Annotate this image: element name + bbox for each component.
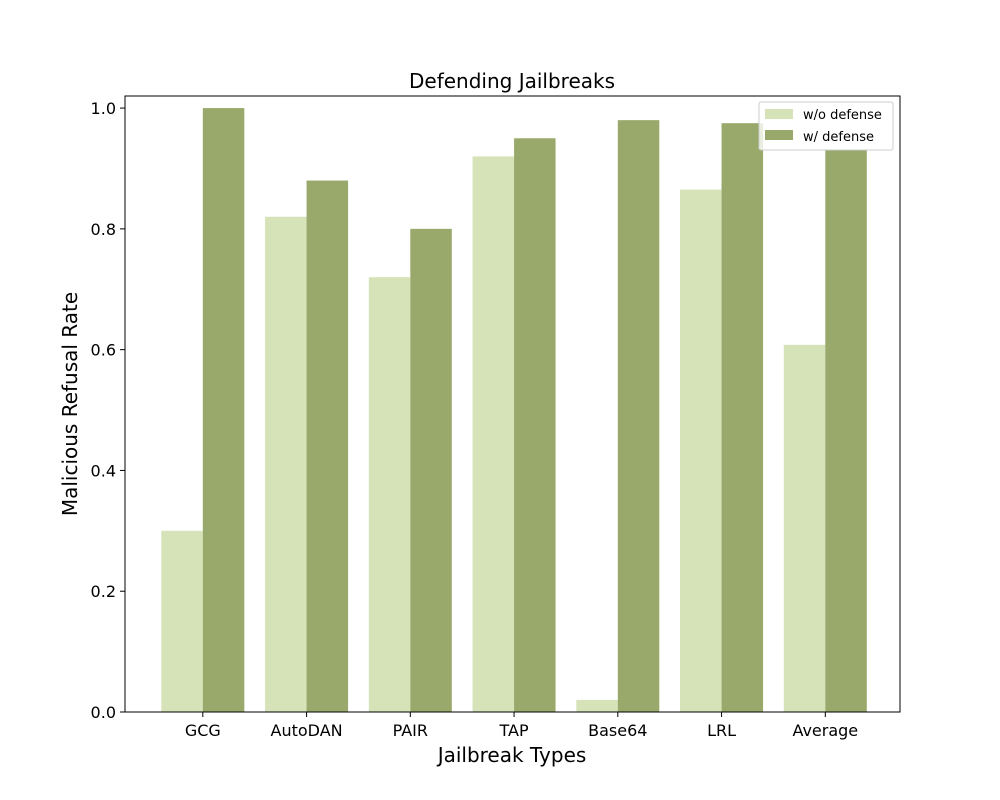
x-axis: GCG AutoDAN PAIR TAP Base64 LRL Average bbox=[185, 712, 858, 740]
bar-w-o-defense-pair bbox=[368, 277, 411, 712]
bar-w-defense-pair bbox=[410, 228, 452, 713]
y-tick-label-0-2: 0.2 bbox=[91, 582, 116, 601]
bar-w-o-defense-tap bbox=[472, 156, 515, 712]
bar-w-defense-gcg bbox=[202, 108, 245, 712]
x-tick-label-lrl: LRL bbox=[707, 721, 736, 740]
bar-w-o-defense-base64 bbox=[576, 699, 618, 712]
legend: w/o defense w/ defense bbox=[758, 101, 894, 151]
x-axis-title: Jailbreak Types bbox=[436, 743, 587, 767]
bar-w-defense-average bbox=[825, 150, 867, 713]
x-tick-label-average: Average bbox=[792, 721, 858, 740]
legend-swatch-wo-defense bbox=[765, 109, 793, 119]
y-tick-label-0-0: 0.0 bbox=[91, 703, 116, 722]
y-axis: 0.0 0.2 0.4 0.6 0.8 1.0 bbox=[91, 99, 125, 722]
x-tick-label-autodan: AutoDAN bbox=[271, 721, 343, 740]
x-tick-label-tap: TAP bbox=[498, 721, 528, 740]
x-tick-label-base64: Base64 bbox=[588, 721, 647, 740]
y-tick-label-0-4: 0.4 bbox=[91, 461, 116, 480]
legend-swatch-w-defense bbox=[765, 130, 793, 140]
bar-w-defense-base64 bbox=[617, 120, 660, 712]
bar-w-o-defense-autodan bbox=[265, 216, 307, 712]
bars-group bbox=[161, 108, 867, 713]
bar-w-defense-tap bbox=[514, 138, 556, 712]
legend-label-w-defense: w/ defense bbox=[803, 130, 874, 145]
bar-w-o-defense-average bbox=[783, 344, 826, 712]
y-tick-label-1-0: 1.0 bbox=[91, 99, 116, 118]
x-tick-label-gcg: GCG bbox=[185, 721, 221, 740]
bar-w-o-defense-gcg bbox=[161, 530, 203, 712]
x-tick-label-pair: PAIR bbox=[393, 721, 428, 740]
y-axis-title: Malicious Refusal Rate bbox=[58, 292, 82, 516]
bar-w-o-defense-lrl bbox=[680, 189, 722, 713]
bar-w-defense-lrl bbox=[721, 123, 764, 713]
bar-w-defense-autodan bbox=[306, 180, 349, 713]
legend-label-wo-defense: w/o defense bbox=[803, 108, 882, 123]
y-tick-label-0-8: 0.8 bbox=[91, 220, 116, 239]
plot-frame bbox=[124, 95, 901, 713]
y-tick-label-0-6: 0.6 bbox=[91, 341, 116, 360]
chart-title: Defending Jailbreaks bbox=[409, 69, 615, 93]
